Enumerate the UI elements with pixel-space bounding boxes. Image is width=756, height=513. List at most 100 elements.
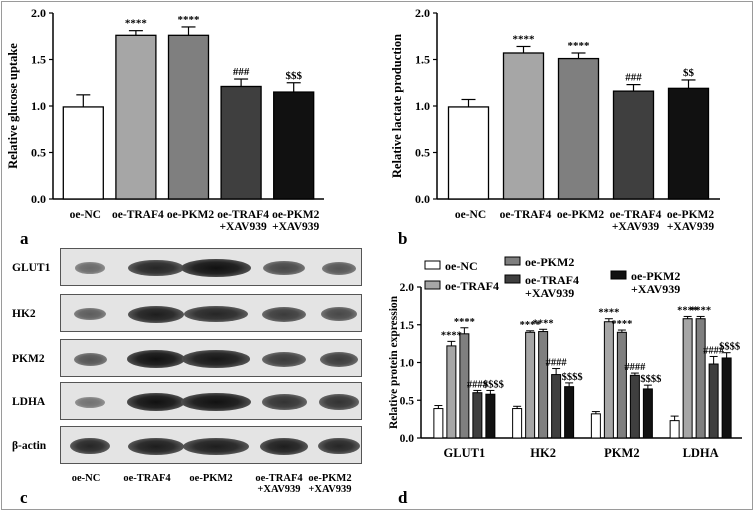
- panel-a-x-tick-label: oe-PKM2: [272, 209, 320, 221]
- panel-b-bar: [557, 57, 600, 200]
- panel-a-x-tick-label: +XAV939: [219, 221, 266, 233]
- blot-band: [261, 394, 307, 410]
- panel-a-bar: [273, 91, 315, 200]
- panel-d-legend-label: oe-TRAF4: [525, 273, 579, 287]
- panel-d-significance-label: ####: [546, 358, 568, 369]
- panel-d-bar: [485, 393, 496, 439]
- panel-d-y-axis-label: Relative protein expression: [388, 295, 400, 429]
- panel-b-bar: [612, 90, 655, 200]
- panel-b-significance-label: ###: [625, 72, 642, 84]
- panel-d-significance-label: ****: [520, 320, 541, 331]
- blot-band: [263, 261, 305, 275]
- panel-a-bar: [115, 34, 157, 200]
- panel-d-bar: [512, 408, 523, 439]
- panel-d-legend-swatch: [610, 270, 627, 280]
- panel-d-legend-label: oe-PKM2: [525, 255, 574, 269]
- panel-a-letter: a: [20, 229, 29, 248]
- panel-d-significance-label: ****: [690, 305, 711, 316]
- panel-d-bar: [433, 408, 444, 439]
- panel-d-legend-label: +XAV939: [631, 282, 680, 296]
- blot-band: [126, 350, 186, 368]
- panel-a-x-tick-label: +XAV939: [272, 221, 319, 233]
- blot-lane-label: oe-PKM2: [189, 473, 232, 484]
- panel-a-significance-label: ###: [233, 66, 250, 78]
- panel-a-bar: [62, 106, 104, 200]
- panel-d-bar: [564, 386, 575, 439]
- panel-d-bar: [590, 413, 601, 439]
- blot-lane-label: oe-NC: [72, 473, 101, 484]
- panel-d-x-tick-label: LDHA: [683, 446, 719, 460]
- panel-d-significance-label: $$$$: [483, 379, 504, 390]
- panel-d-bar: [525, 331, 536, 439]
- panel-a-y-tick-label: 0.0: [31, 192, 46, 206]
- panel-a-y-tick-label: 1.5: [31, 53, 46, 67]
- panel-d-bar: [629, 374, 640, 439]
- panel-a-significance-label: $$$: [285, 70, 302, 82]
- panel-d-y-tick-label: 1.5: [400, 320, 415, 332]
- panel-a-x-tick-label: oe-TRAF4: [217, 209, 269, 221]
- panel-b-x-tick-label: oe-PKM2: [667, 209, 715, 221]
- panel-d-bar: [708, 363, 719, 439]
- panel-d-significance-label: $$$$: [719, 342, 740, 353]
- panel-c-letter: c: [20, 488, 28, 507]
- panel-a-y-tick-label: 0.5: [31, 146, 46, 160]
- panel-a-bar: [220, 85, 262, 200]
- panel-b-y-tick-label: 0.5: [415, 146, 430, 160]
- panel-d-bar: [669, 420, 680, 439]
- blot-band: [182, 350, 250, 368]
- panel-d-significance-label: ****: [533, 318, 554, 329]
- panel-b-significance-label: ****: [513, 33, 536, 45]
- panel-a-y-tick-label: 2.0: [31, 6, 46, 20]
- western-blot-panel: [60, 248, 362, 468]
- blot-band: [181, 259, 251, 277]
- blot-band: [128, 259, 184, 277]
- panel-a-bar: [167, 34, 210, 200]
- panel-d-legend-swatch: [504, 274, 521, 284]
- panel-d-letter: d: [398, 488, 408, 507]
- panel-d-significance-label: ****: [454, 317, 475, 328]
- blot-band: [321, 261, 357, 275]
- panel-b-x-tick-label: oe-NC: [455, 209, 486, 221]
- panel-d-y-tick-label: 0.0: [400, 433, 415, 445]
- panel-d-significance-label: $$$$: [562, 372, 583, 383]
- panel-a-x-tick-label: oe-TRAF4: [112, 209, 164, 221]
- blot-band: [127, 437, 185, 455]
- blot-row: [60, 294, 362, 332]
- panel-b-x-tick-label: +XAV939: [612, 221, 659, 233]
- blot-band: [74, 262, 106, 274]
- blot-lane-label: +XAV939: [308, 484, 351, 495]
- panel-a-significance-label: ****: [125, 18, 148, 30]
- panel-b-letter: b: [398, 229, 407, 248]
- blot-band: [262, 351, 306, 367]
- panel-b-bar: [502, 52, 545, 200]
- blot-band: [126, 393, 186, 411]
- blot-band: [183, 305, 249, 323]
- panel-d-bar: [695, 318, 706, 439]
- panel-b-bar: [447, 106, 490, 200]
- panel-d-bar: [538, 331, 549, 439]
- blot-band: [318, 437, 360, 455]
- panel-b-y-tick-label: 2.0: [415, 6, 430, 20]
- blot-protein-label: β-actin: [12, 440, 47, 452]
- blot-band: [127, 305, 185, 323]
- panel-a-y-tick-label: 1.0: [31, 99, 46, 113]
- panel-d-significance-label: ****: [677, 305, 698, 316]
- panel-d-x-tick-label: PKM2: [604, 446, 639, 460]
- panel-a-x-tick-label: oe-NC: [70, 209, 101, 221]
- blot-protein-label: LDHA: [12, 396, 46, 408]
- blot-band: [319, 394, 359, 410]
- panel-d-bar: [616, 331, 627, 439]
- panel-d-bar: [721, 357, 732, 439]
- panel-b-x-tick-label: oe-PKM2: [557, 209, 605, 221]
- panel-d-bar: [642, 388, 653, 439]
- blot-row: [60, 426, 362, 464]
- panel-d-legend-label: +XAV939: [525, 286, 574, 300]
- blot-band: [259, 437, 309, 455]
- panel-b-x-tick-label: oe-TRAF4: [610, 209, 662, 221]
- blot-protein-label: HK2: [12, 308, 36, 320]
- panel-d-legend-swatch: [504, 256, 521, 266]
- panel-d-legend-swatch: [424, 260, 441, 270]
- blot-band: [182, 437, 250, 455]
- blot-lane-label: oe-PKM2: [308, 473, 351, 484]
